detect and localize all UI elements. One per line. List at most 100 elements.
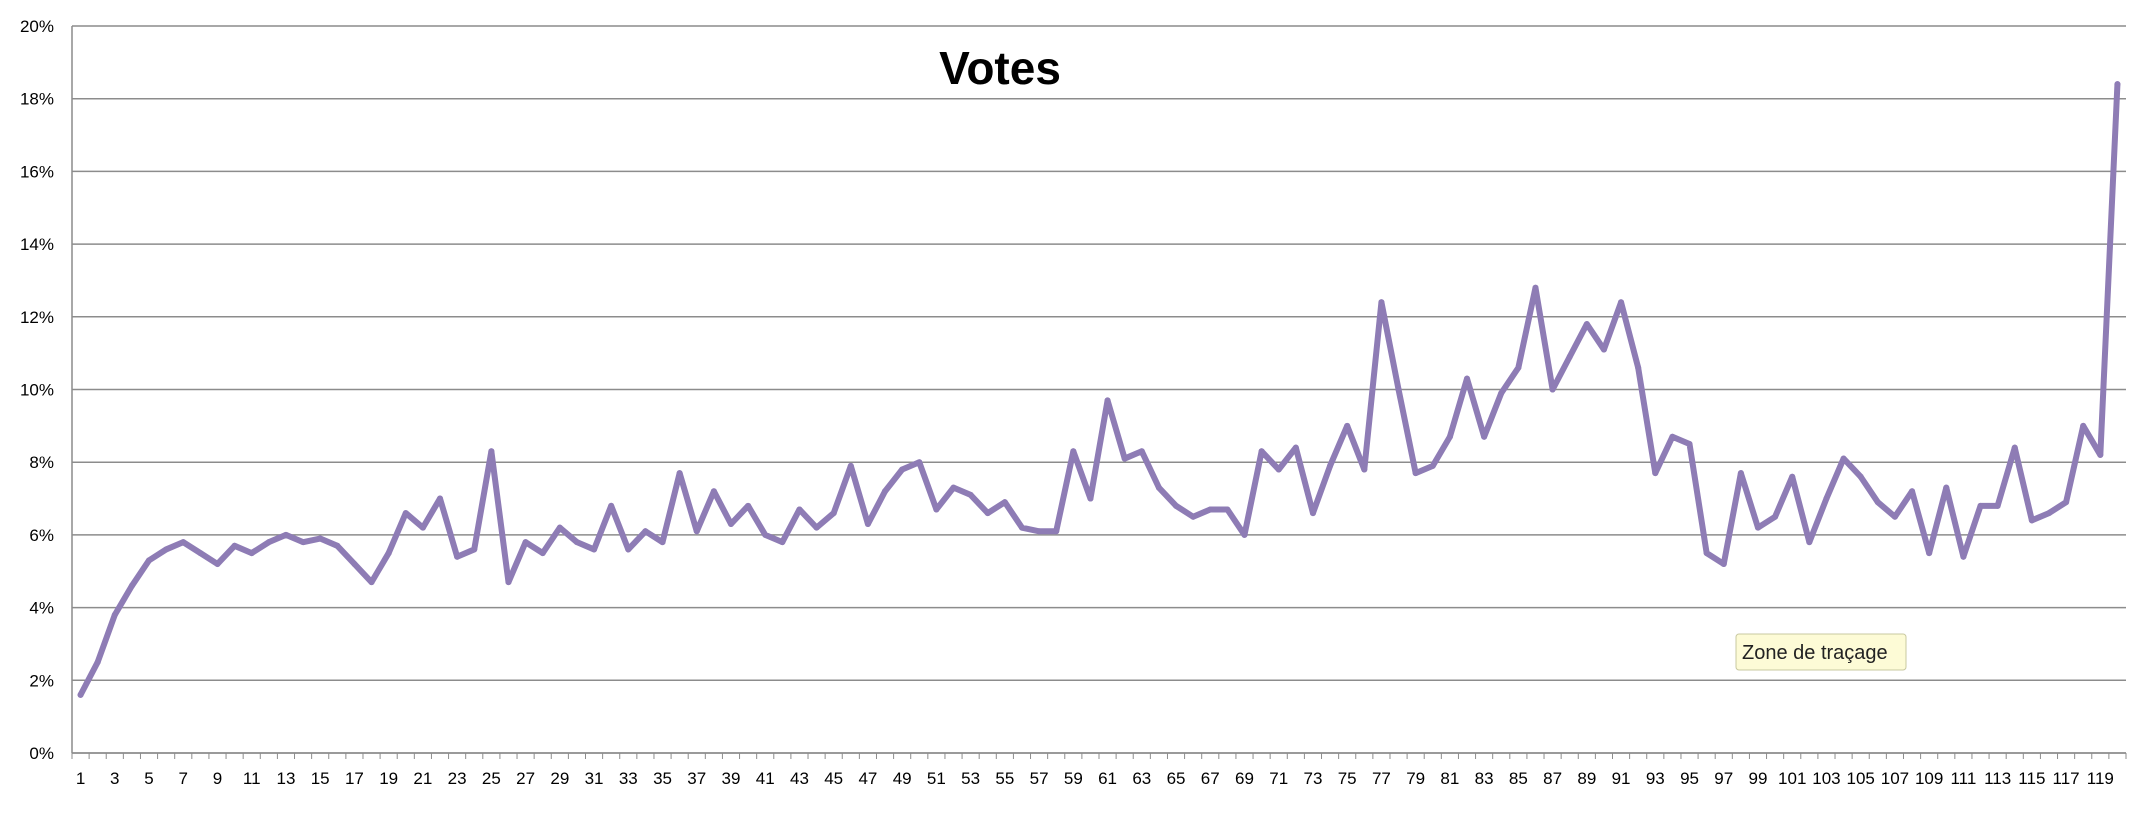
x-tick-label: 77	[1372, 769, 1391, 788]
y-tick-label: 14%	[20, 235, 54, 254]
data-point	[659, 539, 666, 546]
data-point	[1309, 510, 1316, 517]
data-point	[471, 546, 478, 553]
data-point	[505, 579, 512, 586]
x-tick-label: 61	[1098, 769, 1117, 788]
x-tick-label: 99	[1749, 769, 1768, 788]
x-tick-label: 9	[213, 769, 222, 788]
data-point	[197, 550, 204, 557]
x-tick-label: 43	[790, 769, 809, 788]
chart-title: Votes	[939, 42, 1061, 94]
data-point	[1498, 390, 1505, 397]
x-tick-label: 1	[76, 769, 85, 788]
data-point	[128, 582, 135, 589]
data-point	[830, 510, 837, 517]
x-tick-label: 21	[413, 769, 432, 788]
data-point	[163, 546, 170, 553]
x-tick-label: 51	[927, 769, 946, 788]
data-point	[762, 531, 769, 538]
data-point	[779, 539, 786, 546]
data-point	[1994, 502, 2001, 509]
data-point	[1155, 484, 1162, 491]
data-point	[1891, 513, 1898, 520]
data-point	[1669, 433, 1676, 440]
data-point	[1583, 321, 1590, 328]
data-point	[1703, 550, 1710, 557]
data-point	[2097, 451, 2104, 458]
data-point	[1977, 502, 1984, 509]
data-point	[1036, 528, 1043, 535]
x-tick-label: 111	[1950, 769, 1976, 788]
plot-area-tooltip: Zone de traçage	[1735, 633, 1907, 671]
data-point	[847, 462, 854, 469]
data-point	[1840, 455, 1847, 462]
x-tick-label: 107	[1881, 769, 1909, 788]
x-tick-label: 37	[687, 769, 706, 788]
data-point	[1224, 506, 1231, 513]
data-point	[2045, 510, 2052, 517]
data-point	[1618, 299, 1625, 306]
data-point	[676, 470, 683, 477]
y-tick-label: 0%	[29, 744, 54, 763]
x-tick-label: 15	[311, 769, 330, 788]
data-point	[933, 506, 940, 513]
x-tick-label: 73	[1303, 769, 1322, 788]
x-tick-label: 27	[516, 769, 535, 788]
data-point	[1464, 375, 1471, 382]
y-tick-label: 20%	[20, 17, 54, 36]
data-point	[1943, 484, 1950, 491]
data-point	[1412, 470, 1419, 477]
data-point	[1138, 448, 1145, 455]
data-point	[1053, 528, 1060, 535]
y-tick-label: 8%	[29, 453, 54, 472]
data-point	[1874, 499, 1881, 506]
data-point	[1515, 364, 1522, 371]
data-point	[385, 550, 392, 557]
data-point	[642, 528, 649, 535]
x-tick-label: 39	[722, 769, 741, 788]
data-point	[1737, 470, 1744, 477]
data-point	[300, 539, 307, 546]
x-tick-label: 59	[1064, 769, 1083, 788]
data-point	[608, 502, 615, 509]
data-point	[950, 484, 957, 491]
data-point	[180, 539, 187, 546]
data-point	[556, 524, 563, 531]
data-point	[984, 510, 991, 517]
x-tick-label: 47	[858, 769, 877, 788]
data-point	[710, 488, 717, 495]
data-point	[1481, 433, 1488, 440]
x-tick-label: 75	[1338, 769, 1357, 788]
y-tick-label: 2%	[29, 671, 54, 690]
data-point	[1446, 433, 1453, 440]
data-point	[1275, 466, 1282, 473]
data-point	[402, 510, 409, 517]
data-point	[2011, 444, 2018, 451]
x-tick-label: 113	[1984, 769, 2011, 788]
x-tick-label: 63	[1132, 769, 1151, 788]
x-tick-label: 101	[1778, 769, 1806, 788]
data-point	[1429, 462, 1436, 469]
data-point	[248, 550, 255, 557]
x-tick-label: 83	[1475, 769, 1494, 788]
data-point	[334, 542, 341, 549]
data-point	[1806, 539, 1813, 546]
data-point	[1087, 495, 1094, 502]
x-tick-label: 97	[1714, 769, 1733, 788]
data-point	[1909, 488, 1916, 495]
data-point	[1344, 422, 1351, 429]
data-point	[625, 546, 632, 553]
data-point	[813, 524, 820, 531]
x-tick-label: 81	[1440, 769, 1459, 788]
x-tick-label: 67	[1201, 769, 1220, 788]
x-tick-label: 33	[619, 769, 638, 788]
x-tick-label: 71	[1269, 769, 1288, 788]
data-point	[282, 531, 289, 538]
data-point	[437, 495, 444, 502]
data-point	[146, 557, 153, 564]
y-tick-label: 12%	[20, 308, 54, 327]
data-point	[2114, 81, 2121, 88]
data-point	[231, 542, 238, 549]
data-point	[1070, 448, 1077, 455]
